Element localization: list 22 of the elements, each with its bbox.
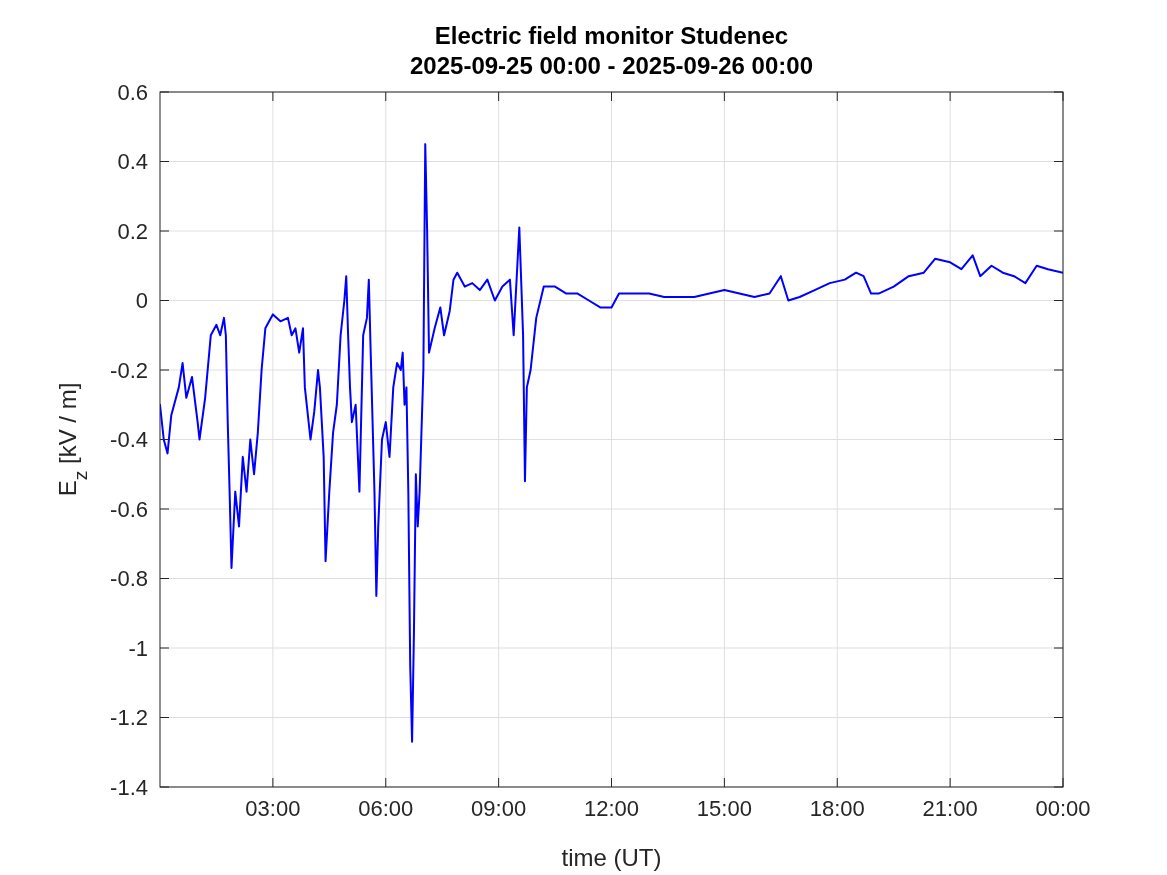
chart-title: Electric field monitor Studenec 2025-09-25 00:00 - 2025-09-26 00:00 (410, 22, 813, 79)
y-tick-label: 0.6 (117, 79, 148, 105)
y-tick-label: -1.2 (110, 705, 148, 731)
y-tick-label: -0.2 (110, 357, 148, 383)
x-tick-label: 03:00 (245, 796, 301, 821)
x-tick-label: 06:00 (358, 796, 414, 821)
x-tick-label: 12:00 (583, 796, 640, 821)
y-tick-label: -0.8 (110, 566, 148, 592)
x-tick-label: 00:00 (1035, 796, 1091, 821)
y-tick-label: -1.4 (110, 774, 148, 800)
y-tick-label: 0.2 (117, 218, 148, 244)
y-tick-label: -1 (128, 635, 148, 661)
x-tick-label: 09:00 (471, 796, 527, 821)
x-tick-label: 21:00 (922, 796, 978, 821)
x-tick-label: 15:00 (696, 796, 752, 821)
y-tick-label: 0.4 (117, 149, 148, 175)
line-series (160, 143, 1063, 743)
y-tick-label: -0.6 (110, 496, 148, 522)
x-axis-title: time (UT) (561, 844, 662, 871)
y-tick-label: 0 (135, 288, 148, 314)
x-tick-label: 18:00 (809, 796, 865, 821)
y-tick-label: -0.4 (110, 427, 148, 453)
